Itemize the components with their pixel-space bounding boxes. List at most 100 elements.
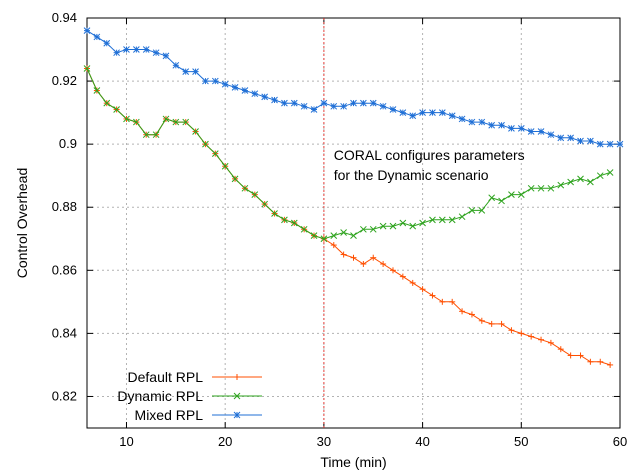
data-point: [271, 96, 278, 104]
data-point: [360, 261, 367, 267]
series-line: [86, 30, 620, 145]
y-tick-label: 0.86: [52, 262, 77, 277]
legend-label: Default RPL: [128, 369, 204, 385]
data-point: [399, 273, 406, 280]
data-point: [123, 46, 130, 53]
data-point: [103, 39, 111, 47]
data-point: [233, 392, 241, 400]
data-point: [182, 68, 190, 75]
data-point: [488, 121, 496, 129]
data-point: [330, 232, 338, 239]
series-lines: [83, 27, 624, 368]
data-point: [113, 106, 120, 113]
data-point: [547, 131, 555, 139]
data-point: [508, 327, 515, 334]
data-point: [330, 242, 337, 249]
data-point: [517, 125, 525, 132]
data-point: [251, 191, 259, 198]
series-line: [86, 68, 611, 366]
data-point: [468, 118, 476, 126]
data-point: [271, 210, 278, 217]
data-point: [231, 175, 239, 183]
y-tick-label: 0.94: [52, 10, 77, 25]
data-point: [596, 172, 604, 180]
y-tick-label: 0.88: [52, 199, 77, 214]
annotation-line-1: CORAL configures parameters: [334, 147, 525, 163]
series-default-rpl: [84, 65, 614, 368]
data-point: [202, 77, 209, 85]
data-point: [142, 46, 150, 53]
data-point: [162, 52, 170, 60]
data-point: [152, 49, 160, 57]
data-point: [399, 219, 407, 227]
data-point: [234, 374, 240, 380]
data-point: [498, 197, 505, 205]
data-point: [448, 112, 456, 120]
annotation-line-2: for the Dynamic scenario: [334, 167, 489, 183]
data-point: [458, 213, 466, 221]
data-point: [389, 222, 397, 230]
data-point: [103, 99, 111, 107]
data-point: [577, 175, 584, 183]
data-point: [458, 115, 466, 123]
data-point: [350, 99, 357, 107]
data-point: [468, 311, 475, 318]
data-point: [538, 336, 545, 343]
data-point: [567, 178, 575, 186]
data-point: [192, 68, 199, 75]
data-point: [340, 251, 347, 258]
data-point: [557, 134, 565, 142]
data-point: [587, 137, 594, 145]
data-point: [438, 109, 446, 116]
data-point: [192, 128, 199, 135]
data-point: [379, 102, 387, 110]
data-point: [409, 222, 417, 230]
data-point: [557, 181, 565, 189]
data-point: [478, 118, 486, 126]
data-point: [508, 125, 515, 132]
data-point: [449, 298, 456, 305]
legend-label: Mixed RPL: [135, 407, 204, 423]
data-point: [251, 90, 259, 98]
data-point: [380, 261, 387, 267]
data-point: [587, 178, 594, 186]
data-point: [508, 191, 515, 198]
data-point: [281, 99, 288, 107]
data-point: [379, 222, 387, 230]
data-point: [488, 194, 496, 202]
data-point: [498, 121, 505, 129]
x-tick-label: 40: [415, 434, 429, 449]
data-point: [290, 219, 298, 227]
data-point: [360, 225, 367, 233]
data-point: [83, 65, 91, 72]
series-dynamic-rpl: [83, 65, 614, 243]
data-point: [607, 361, 614, 368]
data-point: [528, 333, 535, 340]
data-point: [517, 191, 525, 198]
data-point: [93, 33, 101, 41]
data-point: [123, 115, 130, 123]
data-point: [93, 87, 101, 94]
data-point: [233, 411, 241, 419]
data-point: [498, 320, 505, 327]
data-point: [616, 140, 624, 148]
data-point: [478, 317, 485, 324]
y-tick-label: 0.82: [52, 388, 77, 403]
axis-ticks: 10 20 30 40 50 60 0.82 0.84 0.86 0.88 0.9 0.92 0.94: [52, 10, 628, 449]
x-tick-label: 20: [218, 434, 232, 449]
data-point: [211, 150, 219, 157]
data-point: [567, 352, 574, 359]
data-point: [370, 254, 377, 261]
data-point: [350, 254, 357, 261]
x-tick-label: 10: [119, 434, 133, 449]
plot-area-frame: [86, 17, 621, 429]
y-axis-title: Control Overhead: [14, 168, 30, 279]
data-point: [142, 131, 150, 139]
data-point: [340, 229, 347, 236]
data-point: [113, 49, 120, 57]
legend: Default RPL Dynamic RPL Mixed RPL: [117, 369, 262, 423]
data-point: [310, 106, 318, 113]
data-point: [429, 292, 436, 299]
data-point: [330, 102, 338, 110]
data-point: [369, 99, 377, 107]
